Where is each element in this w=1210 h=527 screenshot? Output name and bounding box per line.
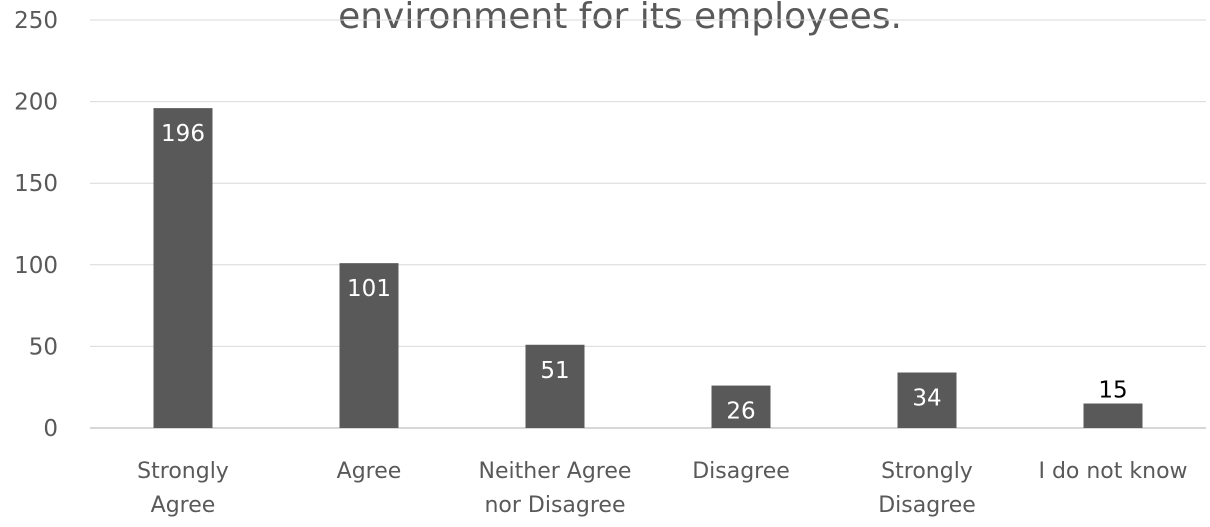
bar bbox=[525, 344, 585, 428]
bar bbox=[711, 385, 771, 428]
y-tick-label: 100 bbox=[14, 253, 58, 279]
y-tick-label: 150 bbox=[14, 171, 58, 197]
x-category-label: Disagree bbox=[692, 459, 790, 484]
data-label: 34 bbox=[912, 386, 941, 412]
data-label: 101 bbox=[347, 276, 391, 302]
y-axis-ticks: 0 50 100 150 200 250 bbox=[14, 8, 58, 442]
gridlines bbox=[90, 19, 1206, 429]
data-label: 15 bbox=[1098, 378, 1127, 404]
y-tick-label: 200 bbox=[14, 90, 58, 116]
chart-title: environment for its employees. bbox=[338, 0, 902, 37]
data-label: 51 bbox=[540, 358, 569, 384]
bar bbox=[1083, 403, 1143, 428]
y-tick-label: 50 bbox=[29, 334, 58, 360]
bars bbox=[153, 108, 1143, 429]
y-tick-label: 250 bbox=[14, 8, 58, 34]
x-axis-categories: Strongly Agree Agree Neither Agree nor Disag… bbox=[137, 459, 1187, 518]
x-category-label: I do not know bbox=[1038, 459, 1187, 484]
bar bbox=[897, 372, 957, 428]
bar bbox=[153, 108, 213, 429]
x-category-label: Agree bbox=[337, 459, 402, 484]
x-category-label: Strongly Agree bbox=[137, 459, 229, 518]
data-label: 196 bbox=[161, 121, 205, 147]
x-category-label: Strongly Disagree bbox=[878, 459, 976, 518]
y-tick-label: 0 bbox=[43, 416, 58, 442]
data-labels: 196 101 51 26 34 15 bbox=[161, 121, 1128, 424]
bar bbox=[339, 263, 399, 428]
x-category-label: Neither Agree nor Disagree bbox=[479, 459, 632, 518]
data-label: 26 bbox=[726, 399, 755, 425]
